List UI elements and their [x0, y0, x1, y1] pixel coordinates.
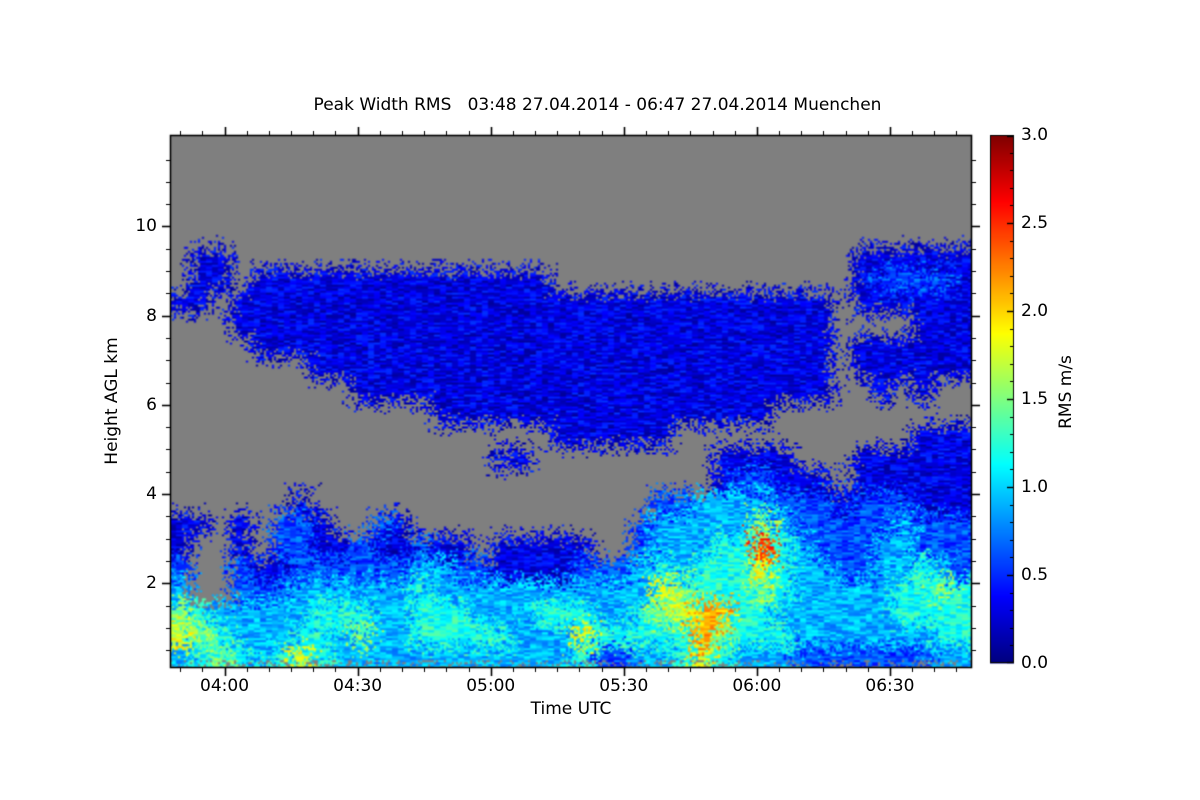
x-tick-label: 05:00: [466, 676, 516, 696]
x-axis-label: Time UTC: [530, 699, 612, 719]
colorbar-tick-label: 0.5: [1021, 565, 1049, 585]
x-tick-label: 06:30: [865, 676, 915, 696]
colorbar-tick-label: 2.5: [1021, 213, 1049, 233]
colorbar-tick-label: 1.5: [1021, 389, 1049, 409]
y-tick-label: 2: [146, 573, 157, 594]
colorbar-tick-label: 1.0: [1021, 477, 1049, 497]
y-tick-label: 6: [146, 394, 157, 415]
chart-title: Peak Width RMS 03:48 27.04.2014 - 06:47 …: [313, 95, 882, 115]
x-tick-label: 06:00: [732, 676, 782, 696]
y-tick-label: 8: [146, 305, 157, 326]
y-tick-label: 4: [146, 484, 157, 505]
x-tick-label: 05:30: [599, 676, 649, 696]
colorbar-tick-label: 3.0: [1021, 125, 1049, 145]
colorbar-tick-label: 0.0: [1021, 653, 1049, 673]
x-tick-label: 04:30: [333, 676, 383, 696]
colorbar-tick-label: 2.0: [1021, 301, 1049, 321]
x-tick-label: 04:00: [200, 676, 250, 696]
y-tick-label: 10: [135, 216, 157, 237]
